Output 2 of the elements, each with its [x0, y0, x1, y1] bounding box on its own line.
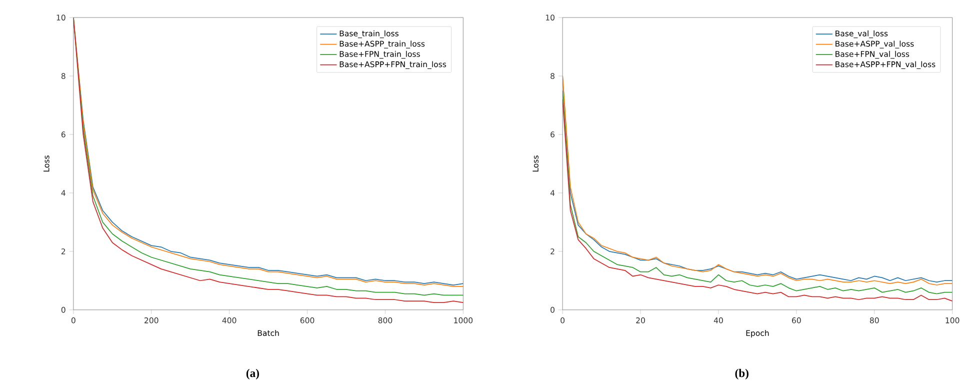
text: (a): [246, 369, 259, 380]
text: (b): [735, 369, 748, 380]
